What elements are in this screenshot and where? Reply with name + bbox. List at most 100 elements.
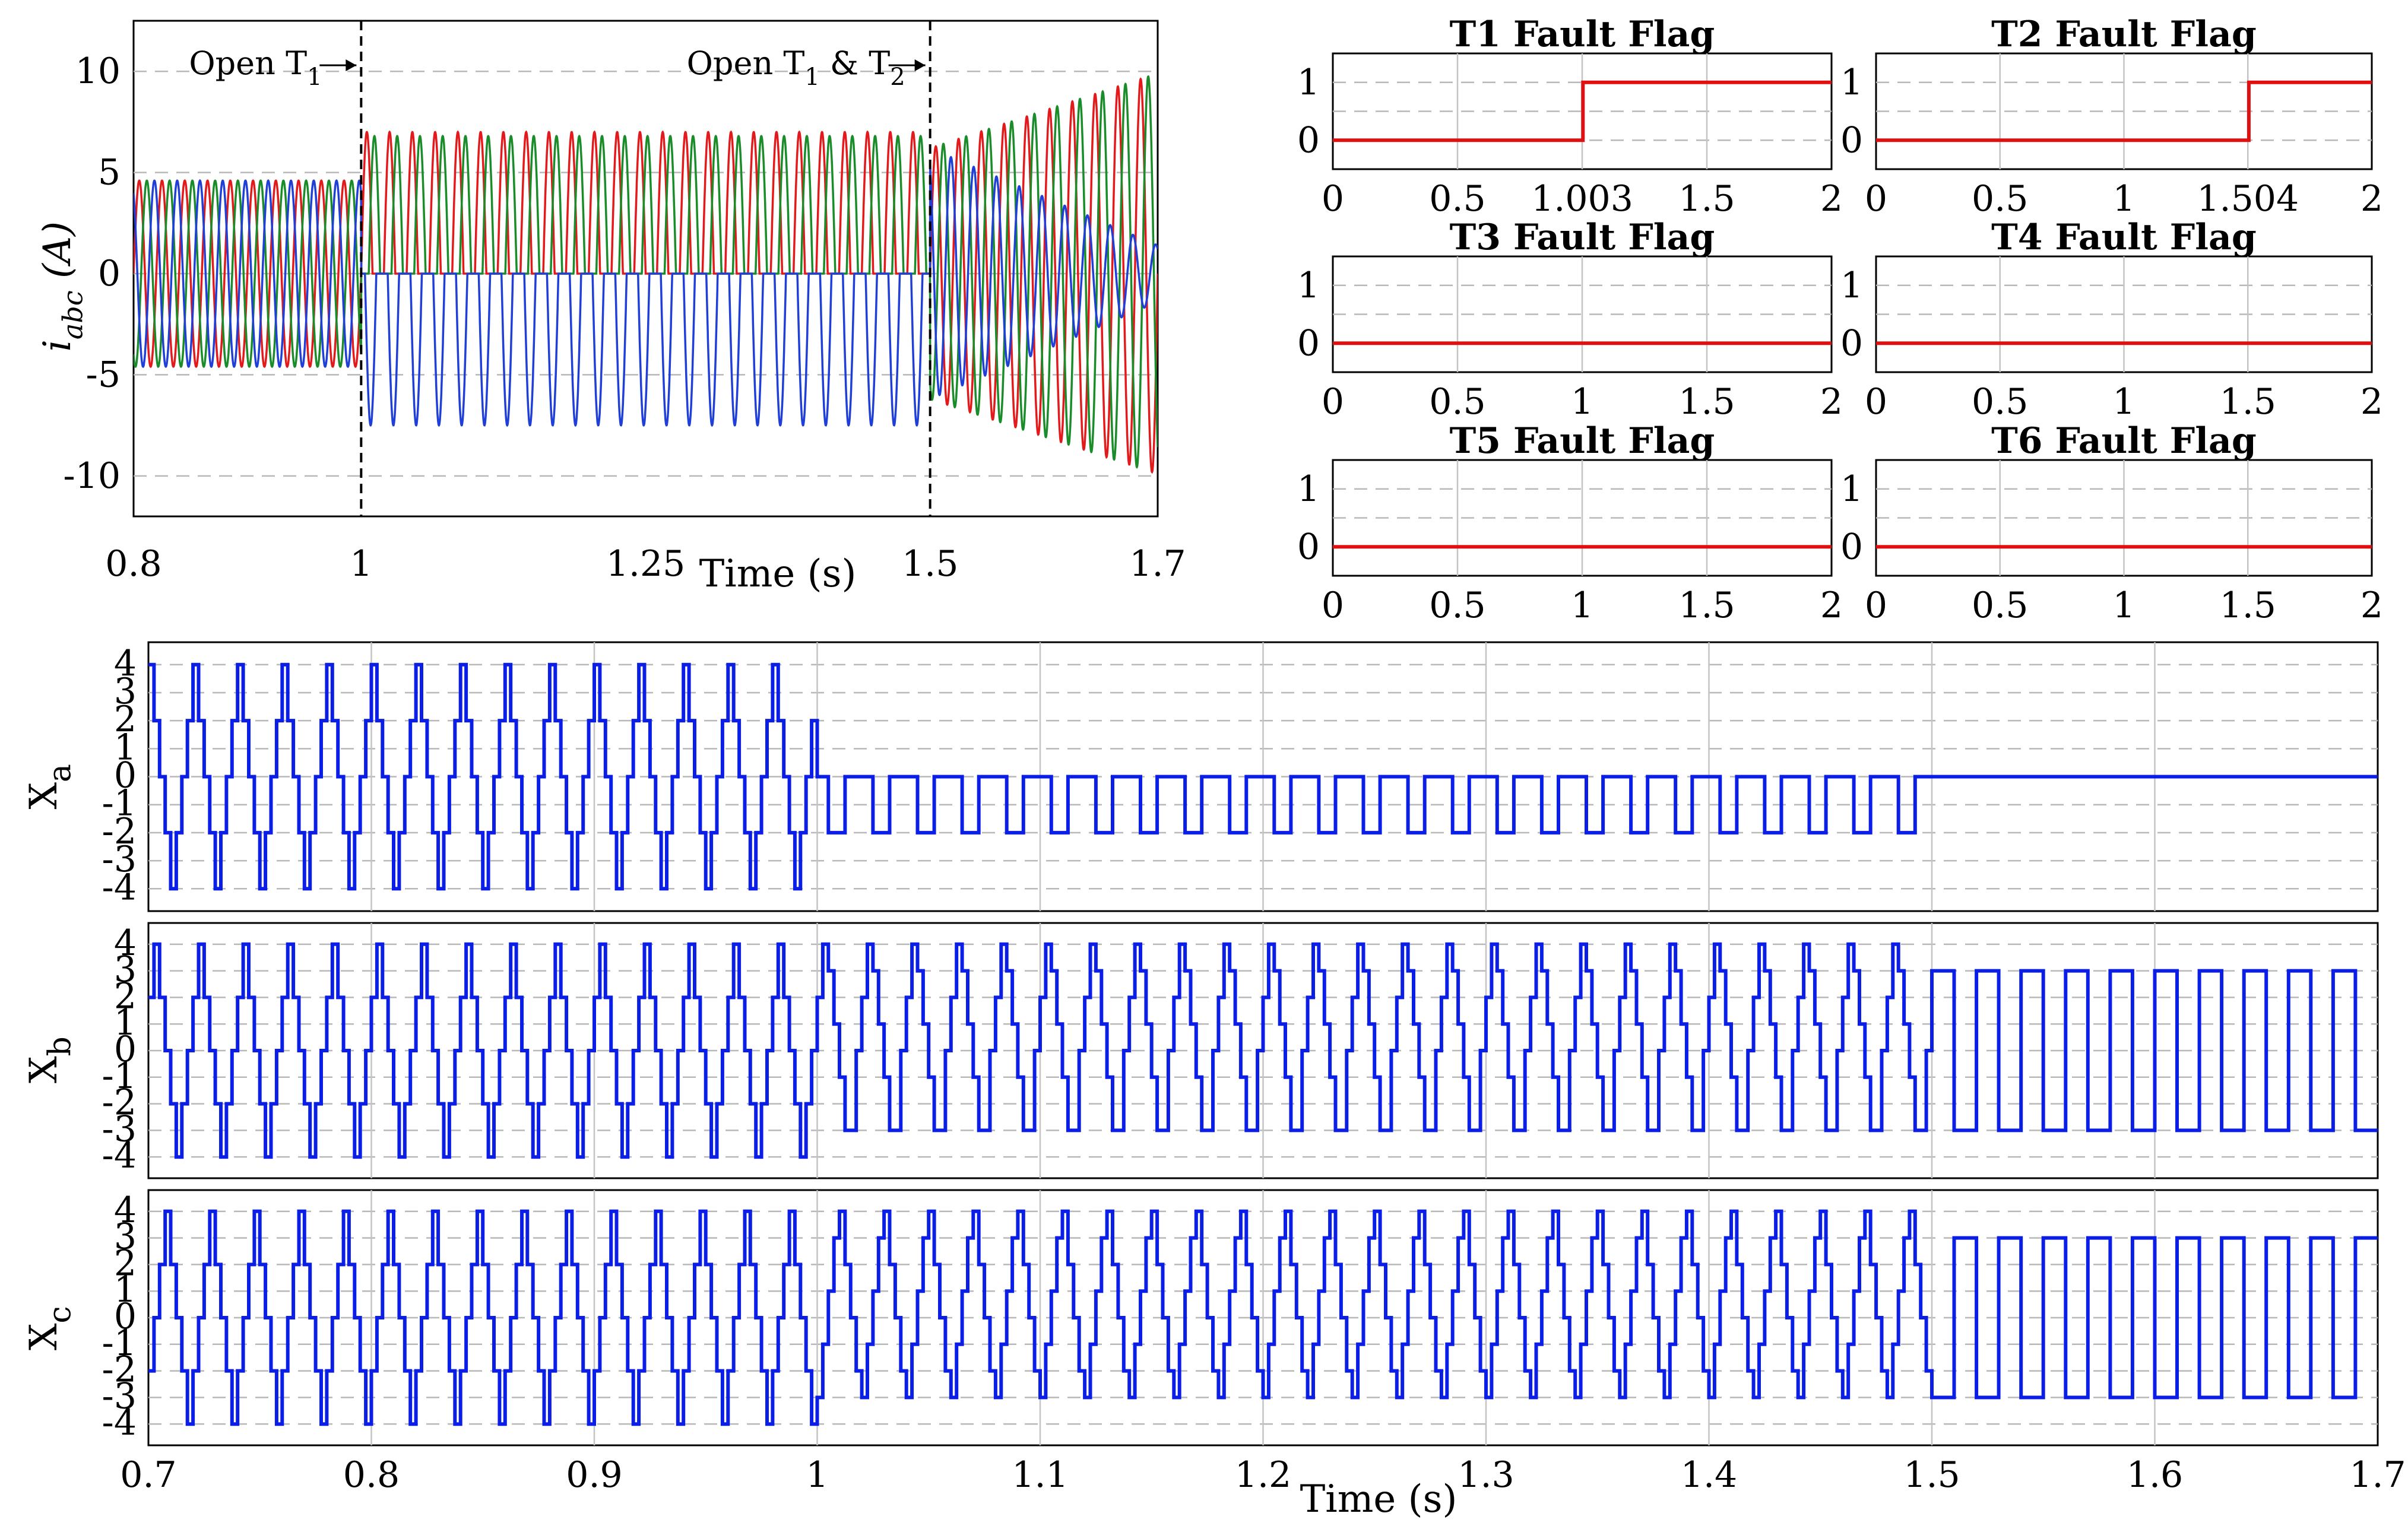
switching-state-ytick-label: 1 — [114, 1002, 137, 1043]
switching-state-trace — [148, 1209, 2378, 1426]
switching-state-xtick-label: 1.5 — [1903, 1454, 1960, 1496]
fault-flag-panel: 0 0.5 1 1.5 2 1 0 T4 Fault Flag — [1840, 217, 2383, 423]
fault-flag-panel: 0 0.5 1 1.5 2 1 0 T3 Fault Flag — [1297, 217, 1843, 423]
fault-flag-ytick-label: 0 — [1840, 322, 1863, 364]
fault-flag-xtick-label: 0 — [1865, 381, 1887, 423]
fault-flag-xtick-label: 1.5 — [2220, 585, 2276, 626]
switching-state-ytick-label: 0 — [114, 755, 137, 797]
fault-flag-xtick-label: 0.5 — [1972, 381, 2028, 423]
fault-flag-xtick-label: 1 — [2112, 381, 2135, 423]
current-series-line — [134, 75, 1158, 469]
event-label: Open T1 — [189, 45, 322, 91]
fault-flag-xtick-label: 1.003 — [1531, 178, 1633, 220]
fault-flag-ytick-label: 0 — [1840, 119, 1863, 161]
fault-flag-xtick-label: 0 — [1865, 585, 1887, 626]
fault-flag-panel: 0 0.5 1.003 1.5 2 1 0 T1 Fault Flag — [1297, 14, 1843, 220]
fault-flag-xtick-label: 2 — [2361, 585, 2383, 626]
fault-flag-title: T4 Fault Flag — [1991, 217, 2257, 258]
fault-flag-ytick-label: 1 — [1840, 62, 1863, 103]
switching-state-ytick-label: -4 — [102, 1135, 137, 1176]
fault-flag-panel: 0 0.5 1 1.5 2 1 0 T5 Fault Flag — [1297, 420, 1843, 626]
fault-flag-xtick-label: 0.5 — [1972, 585, 2028, 626]
fault-flag-xtick-label: 1.5 — [1678, 585, 1735, 626]
fault-flag-xtick-label: 0 — [1322, 585, 1344, 626]
fault-flag-xtick-label: 2 — [1820, 585, 1843, 626]
fault-flag-xtick-label: 1 — [1571, 381, 1593, 423]
fault-flag-xtick-label: 1.5 — [1678, 178, 1735, 220]
current-ytick-label: 10 — [75, 50, 121, 92]
switching-state-ytick-label: -4 — [102, 867, 137, 908]
switching-state-ytick-label: -2 — [102, 1082, 137, 1124]
current-ytick-label: -10 — [63, 455, 121, 497]
current-xtick-label: 0.8 — [105, 543, 161, 585]
switching-state-ytick-label: -1 — [102, 1322, 137, 1364]
fault-flag-xtick-label: 0.5 — [1429, 178, 1485, 220]
current-traces — [134, 75, 1158, 474]
switching-state-ytick-label: 1 — [114, 1269, 137, 1311]
switching-state-line — [148, 1209, 2378, 1426]
switching-state-xlabel: Time (s) — [1300, 1477, 1458, 1521]
current-ytick-label: 0 — [98, 253, 121, 294]
event-label: Open T1 & T2 — [687, 45, 905, 91]
switching-state-ytick-label: 2 — [114, 1242, 137, 1284]
fault-flag-xtick-label: 1 — [2112, 178, 2135, 220]
fault-flag-line — [1333, 80, 1832, 142]
fault-flag-title: T6 Fault Flag — [1991, 420, 2257, 462]
current-xtick-label: 1.25 — [606, 543, 686, 585]
fault-flag-line — [1876, 80, 2372, 142]
switching-state-ytick-label: -2 — [102, 811, 137, 852]
switching-state-xtick-label: 1.1 — [1012, 1454, 1068, 1496]
switching-state-ytick-label: 3 — [114, 671, 137, 712]
current-ytick-label: -5 — [86, 354, 121, 395]
fault-flag-xtick-label: 1 — [1571, 585, 1593, 626]
fault-flag-ytick-label: 1 — [1297, 265, 1320, 306]
switching-state-ytick-label: -1 — [102, 783, 137, 824]
fault-flag-ytick-label: 0 — [1297, 119, 1320, 161]
switching-state-line — [148, 942, 2378, 1159]
fault-flag-title: T3 Fault Flag — [1450, 217, 1715, 258]
fault-flag-ytick-label: 0 — [1297, 526, 1320, 567]
fault-flag-ytick-label: 1 — [1297, 468, 1320, 510]
switching-state-ytick-label: -3 — [102, 1108, 137, 1150]
switching-state-xtick-label: 1.2 — [1235, 1454, 1291, 1496]
switching-state-ytick-label: 0 — [114, 1029, 137, 1070]
switching-state-xtick-label: 0.8 — [343, 1454, 400, 1496]
switching-state-ytick-label: 4 — [114, 643, 137, 684]
switching-state-ytick-label: -2 — [102, 1349, 137, 1391]
event-arrowhead — [914, 59, 926, 71]
fault-flag-xtick-label: 0.5 — [1429, 585, 1485, 626]
current-plot: 10 5 0 -5 -10 0.8 1 1.25 1.5 1.7 Time (s) iabc (A) O… — [36, 20, 1186, 596]
switching-state-ytick-label: -4 — [102, 1402, 137, 1444]
fault-flag-xtick-label: 0.5 — [1429, 381, 1485, 423]
fault-flag-xtick-label: 2 — [2361, 178, 2383, 220]
fault-flag-ytick-label: 0 — [1840, 526, 1863, 567]
switching-state-ytick-label: -3 — [102, 1375, 137, 1417]
fault-flag-xtick-label: 0.5 — [1972, 178, 2028, 220]
fault-flag-xtick-label: 1.5 — [2220, 381, 2276, 423]
switching-state-trace — [148, 942, 2378, 1159]
fault-flag-ytick-label: 0 — [1297, 322, 1320, 364]
current-xtick-label: 1.5 — [902, 543, 958, 585]
switching-state-xtick-label: 1.7 — [2349, 1454, 2406, 1496]
switching-state-ytick-label: 3 — [114, 949, 137, 991]
switching-state-ylabel: Xc — [22, 1306, 78, 1350]
current-xtick-label: 1.7 — [1129, 543, 1186, 585]
switching-state-ytick-label: -3 — [102, 839, 137, 880]
current-ylabel: iabc (A) — [36, 221, 89, 352]
fault-flag-xtick-label: 0 — [1322, 381, 1344, 423]
fault-flag-title: T2 Fault Flag — [1991, 14, 2257, 55]
fault-flag-xtick-label: 2 — [1820, 381, 1843, 423]
switching-state-xtick-label: 1.6 — [2127, 1454, 2183, 1496]
fault-flag-title: T5 Fault Flag — [1450, 420, 1715, 462]
current-ytick-label: 5 — [98, 152, 121, 193]
switching-state-ytick-label: 1 — [114, 727, 137, 768]
fault-flag-panel: 0 0.5 1 1.5 2 1 0 T6 Fault Flag — [1840, 420, 2383, 626]
current-series-line — [134, 77, 1158, 474]
fault-flag-xtick-label: 0 — [1322, 178, 1344, 220]
switching-state-xtick-label: 1.3 — [1458, 1454, 1514, 1496]
fault-flag-ytick-label: 1 — [1840, 468, 1863, 510]
switching-state-ytick-label: 2 — [114, 699, 137, 740]
